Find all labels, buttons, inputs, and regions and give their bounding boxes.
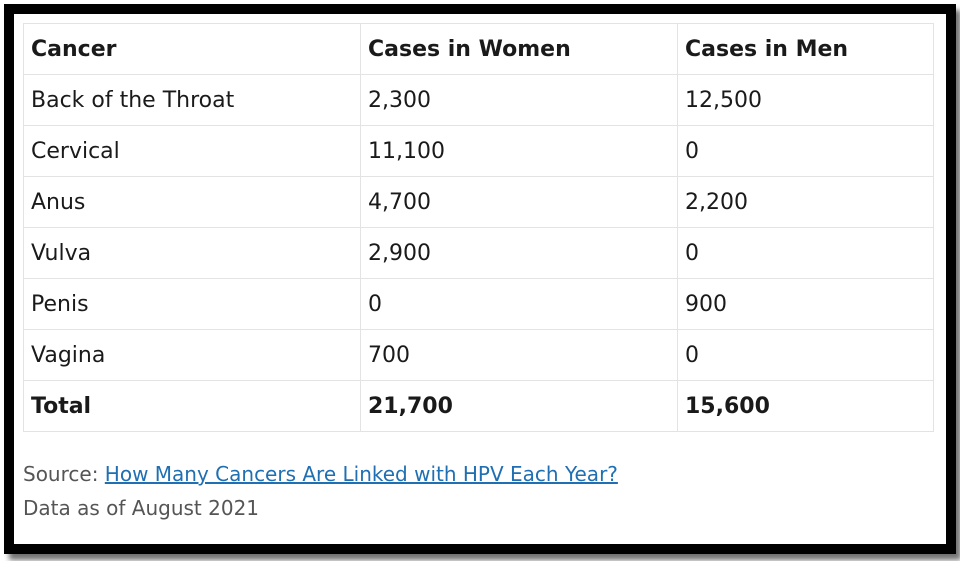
total-men: 15,600 (677, 380, 934, 432)
table-row: Penis 0 900 (23, 278, 934, 330)
table-row: Vulva 2,900 0 (23, 227, 934, 279)
cell-men: 0 (677, 227, 934, 279)
total-label: Total (23, 380, 361, 432)
cell-cancer: Vagina (23, 329, 361, 381)
cell-men: 900 (677, 278, 934, 330)
hpv-cancer-table: Cancer Cases in Women Cases in Men Back … (23, 23, 934, 432)
table-header-row: Cancer Cases in Women Cases in Men (23, 23, 934, 75)
cell-men: 12,500 (677, 74, 934, 126)
header-cases-women: Cases in Women (360, 23, 678, 75)
cell-women: 4,700 (360, 176, 678, 228)
table-row: Cervical 11,100 0 (23, 125, 934, 177)
cell-women: 0 (360, 278, 678, 330)
table-row: Vagina 700 0 (23, 329, 934, 381)
table-total-row: Total 21,700 15,600 (23, 380, 934, 432)
cell-women: 2,900 (360, 227, 678, 279)
source-line: Source: How Many Cancers Are Linked with… (23, 462, 618, 486)
cell-women: 700 (360, 329, 678, 381)
cell-cancer: Back of the Throat (23, 74, 361, 126)
cell-cancer: Anus (23, 176, 361, 228)
table-row: Anus 4,700 2,200 (23, 176, 934, 228)
cell-men: 0 (677, 125, 934, 177)
content-frame: Cancer Cases in Women Cases in Men Back … (4, 4, 956, 554)
cell-cancer: Penis (23, 278, 361, 330)
data-date-note: Data as of August 2021 (23, 496, 260, 520)
header-cases-men: Cases in Men (677, 23, 934, 75)
cell-women: 11,100 (360, 125, 678, 177)
cell-men: 2,200 (677, 176, 934, 228)
source-link[interactable]: How Many Cancers Are Linked with HPV Eac… (104, 462, 618, 486)
header-cancer: Cancer (23, 23, 361, 75)
cell-women: 2,300 (360, 74, 678, 126)
source-label: Source: (23, 462, 99, 486)
cell-cancer: Vulva (23, 227, 361, 279)
total-women: 21,700 (360, 380, 678, 432)
cell-men: 0 (677, 329, 934, 381)
cell-cancer: Cervical (23, 125, 361, 177)
table-row: Back of the Throat 2,300 12,500 (23, 74, 934, 126)
